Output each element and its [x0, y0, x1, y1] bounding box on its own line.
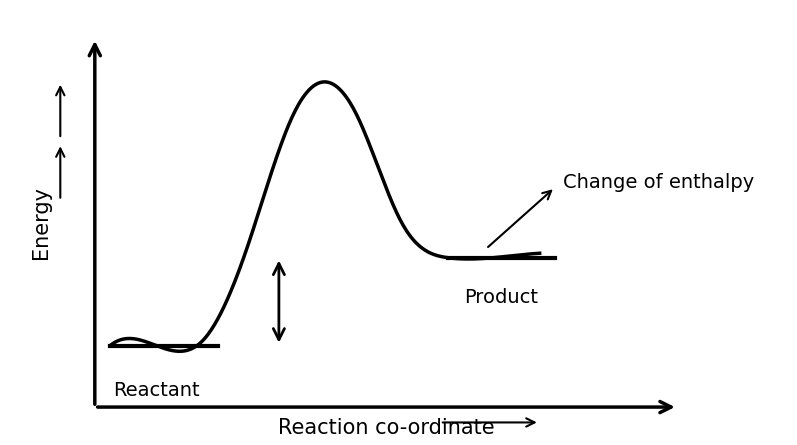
Text: Reaction co-ordinate: Reaction co-ordinate: [278, 418, 495, 438]
Text: Energy: Energy: [31, 186, 51, 259]
Text: Reactant: Reactant: [113, 381, 199, 400]
Text: Product: Product: [465, 288, 538, 307]
Text: Change of enthalpy: Change of enthalpy: [563, 174, 754, 192]
